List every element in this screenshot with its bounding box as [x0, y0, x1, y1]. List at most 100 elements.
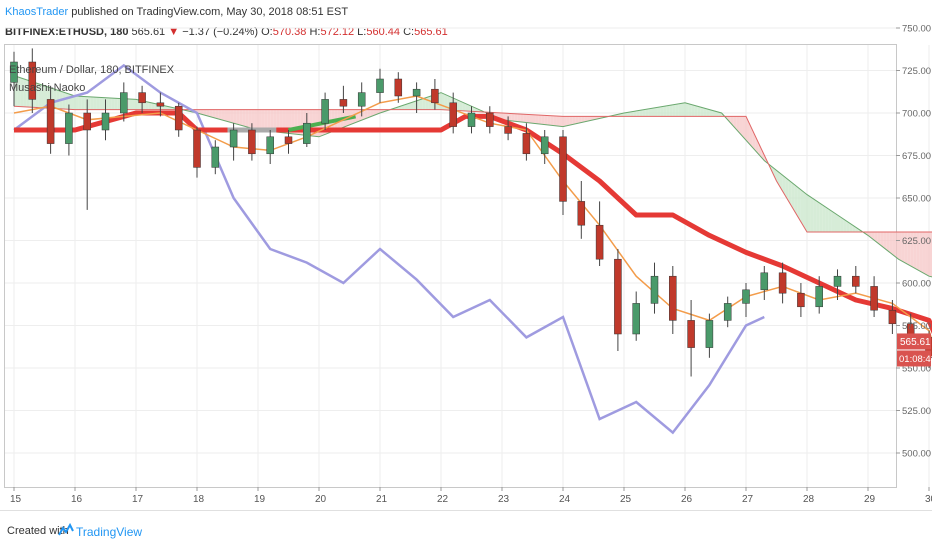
- candle-body: [688, 320, 695, 347]
- cloud-segment: [542, 115, 545, 124]
- cloud-segment: [237, 110, 240, 125]
- x-tick-label: 18: [193, 494, 205, 505]
- chikou-line: [14, 65, 764, 432]
- cloud-segment: [78, 96, 81, 109]
- cloud-segment: [133, 99, 136, 109]
- candle-body: [523, 133, 530, 153]
- kijun-line: [14, 113, 932, 388]
- cloud-segment: [75, 96, 78, 110]
- cloud-segment: [639, 110, 642, 116]
- candle: [688, 300, 695, 377]
- candle: [743, 283, 750, 317]
- candle: [486, 106, 493, 133]
- cloud-segment: [243, 110, 246, 127]
- x-tick-label: 23: [498, 494, 510, 505]
- candle: [560, 130, 567, 215]
- cloud-segment: [511, 114, 514, 122]
- cloud-segment: [529, 115, 532, 124]
- cloud-segment: [834, 213, 837, 232]
- candle-body: [505, 127, 512, 134]
- cloud-segment: [651, 108, 654, 117]
- candle: [761, 266, 768, 300]
- candle: [578, 181, 585, 239]
- cloud-segment: [93, 97, 96, 110]
- candle-body: [852, 276, 859, 286]
- cloud-segment: [554, 116, 557, 126]
- x-tick-label: 17: [132, 494, 144, 505]
- candle-body: [761, 273, 768, 290]
- candle-body: [395, 79, 402, 96]
- cloud-segment: [130, 99, 133, 110]
- candle-body: [468, 113, 475, 127]
- candle-body: [413, 89, 420, 96]
- cloud-segment: [218, 110, 221, 120]
- cloud-segment: [563, 116, 566, 126]
- price-chart[interactable]: 500.00525.00550.00575.00600.00625.00650.…: [0, 0, 932, 510]
- cloud-segment: [246, 110, 249, 128]
- y-tick-label: 625.00: [902, 236, 931, 247]
- cloud-segment: [810, 197, 813, 232]
- legend-indicator[interactable]: Musashi-Naoko: [9, 82, 85, 94]
- cloud-segment: [255, 110, 258, 130]
- cloud-segment: [109, 98, 112, 110]
- cloud-segment: [691, 105, 694, 117]
- candle-body: [669, 276, 676, 320]
- candle: [267, 130, 274, 164]
- x-tick-label: 26: [681, 494, 693, 505]
- candle: [852, 266, 859, 293]
- cloud-segment: [514, 114, 517, 122]
- cloud-segment: [234, 110, 237, 124]
- candle-body: [65, 113, 72, 144]
- x-tick-label: 16: [71, 494, 83, 505]
- candle-body: [797, 293, 804, 307]
- x-tick-label: 20: [315, 494, 327, 505]
- cloud-segment: [90, 97, 93, 110]
- cloud-segment: [520, 114, 523, 122]
- candle-body: [139, 93, 146, 103]
- candle: [596, 201, 603, 266]
- candle-body: [285, 137, 292, 144]
- cloud-segment: [426, 97, 429, 110]
- y-tick-label: 700.00: [902, 109, 931, 120]
- cloud-segment: [822, 205, 825, 232]
- candle: [871, 276, 878, 317]
- cloud-segment: [807, 195, 810, 232]
- candle-body: [578, 201, 585, 225]
- tradingview-brand[interactable]: TradingView: [76, 525, 142, 539]
- candle: [614, 249, 621, 351]
- cloud-segment: [441, 93, 444, 110]
- candle-body: [816, 286, 823, 306]
- x-tick-label: 19: [254, 494, 266, 505]
- cloud-segment: [895, 232, 898, 259]
- candle-body: [212, 147, 219, 167]
- x-tick-label: 29: [864, 494, 876, 505]
- cloud-segment: [825, 207, 828, 232]
- candle: [669, 266, 676, 334]
- cloud-segment: [838, 215, 841, 232]
- cloud-segment: [676, 104, 679, 117]
- cloud-segment: [703, 108, 706, 117]
- x-tick-label: 25: [620, 494, 632, 505]
- cloud-segment: [645, 109, 648, 116]
- cloud-segment: [526, 114, 529, 123]
- cloud-segment: [551, 116, 554, 126]
- candle-body: [889, 310, 896, 324]
- cloud-segment: [221, 110, 224, 121]
- cloud-segment: [231, 110, 234, 124]
- footer: Created with TradingView: [0, 510, 932, 551]
- cloud-segment: [688, 104, 691, 117]
- candle-body: [724, 303, 731, 320]
- cloud-segment: [533, 115, 536, 124]
- candle-body: [322, 99, 329, 123]
- x-tick-label: 28: [803, 494, 815, 505]
- cloud-segment: [523, 114, 526, 122]
- candle-body: [84, 113, 91, 130]
- cloud-segment: [112, 98, 115, 110]
- y-tick-label: 675.00: [902, 151, 931, 162]
- y-tick-label: 500.00: [902, 449, 931, 460]
- cloud-segment: [889, 232, 892, 254]
- candle: [84, 99, 91, 209]
- y-tick-label: 650.00: [902, 194, 931, 205]
- x-tick-label: 22: [437, 494, 449, 505]
- x-tick-label: 27: [742, 494, 754, 505]
